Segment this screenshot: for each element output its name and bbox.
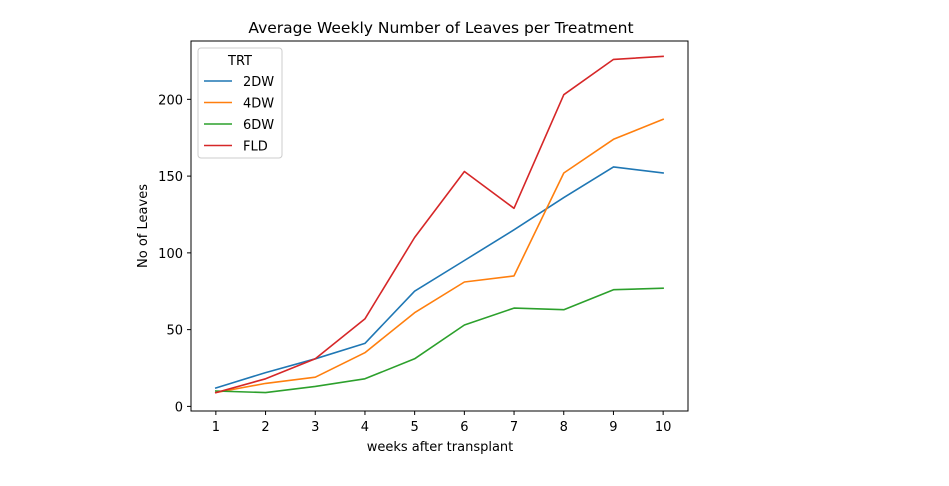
y-axis: 0 50 100 150 200	[158, 93, 191, 415]
x-tick-label: 8	[560, 420, 568, 435]
y-tick-label: 200	[158, 93, 183, 108]
x-tick-label: 10	[655, 420, 672, 435]
legend-box	[197, 47, 283, 159]
series-line-fld	[214, 55, 664, 394]
y-tick-label: 0	[175, 400, 183, 415]
legend-label-fld: FLD	[243, 140, 268, 155]
legend-title: TRT	[227, 54, 252, 69]
y-axis-label: No of Leaves	[136, 184, 151, 268]
x-tick-label: 5	[411, 420, 419, 435]
legend: TRT 2DW 4DW 6DW FLD	[197, 47, 283, 159]
x-tick-label: 1	[212, 420, 220, 435]
series-line-4dw	[214, 118, 665, 394]
legend-entries: 2DW 4DW 6DW FLD	[204, 75, 274, 155]
plot-frame	[190, 40, 689, 412]
y-tick-label: 100	[158, 247, 183, 262]
x-tick-label: 2	[261, 420, 269, 435]
legend-label-2dw: 2DW	[243, 75, 274, 90]
legend-label-6dw: 6DW	[243, 118, 274, 133]
y-tick-label: 150	[158, 170, 183, 185]
x-axis-label: weeks after transplant	[367, 440, 514, 455]
x-tick-label: 3	[311, 420, 319, 435]
x-tick-label: 9	[609, 420, 617, 435]
series-layer	[214, 55, 665, 394]
x-tick-label: 7	[510, 420, 518, 435]
x-tick-label: 6	[460, 420, 468, 435]
x-tick-label: 4	[361, 420, 369, 435]
x-axis: 1 2 3 4 5 6 7 8 9 10	[212, 411, 672, 435]
chart-title: Average Weekly Number of Leaves per Trea…	[248, 19, 633, 37]
series-line-2dw	[214, 166, 664, 390]
series-line-6dw	[214, 287, 664, 394]
legend-label-4dw: 4DW	[243, 97, 274, 112]
y-tick-label: 50	[166, 324, 183, 339]
